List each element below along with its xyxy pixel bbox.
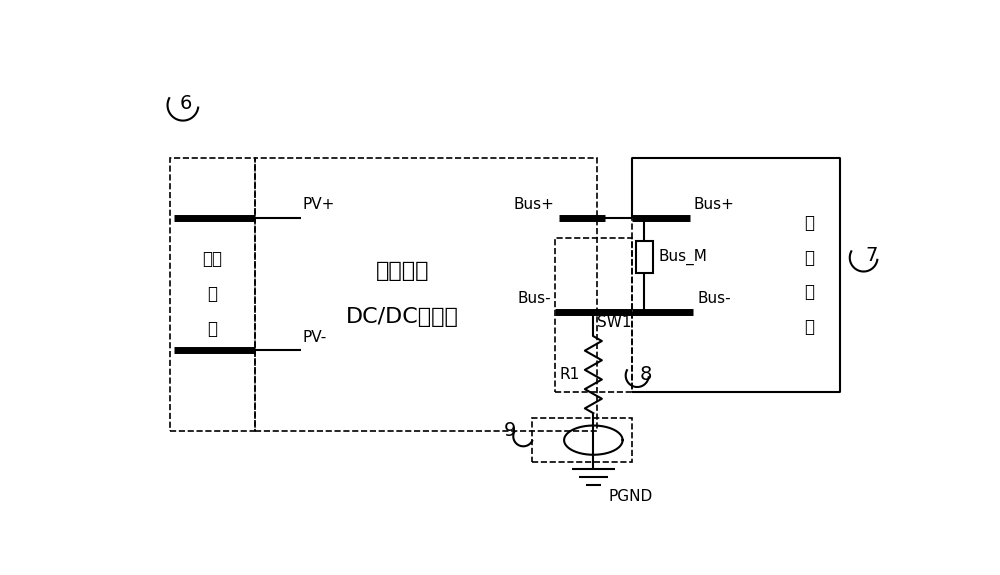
Text: PV+: PV+	[302, 197, 335, 212]
Text: Bus-: Bus-	[697, 291, 731, 306]
Text: PGND: PGND	[609, 489, 653, 504]
Text: 光伏
组
串: 光伏 组 串	[202, 251, 222, 338]
Text: Bus-: Bus-	[517, 291, 551, 306]
Bar	[636, 241, 653, 273]
Text: 共正族的: 共正族的	[376, 261, 430, 281]
Text: DC/DC变换器: DC/DC变换器	[346, 307, 459, 327]
Text: PV-: PV-	[302, 329, 327, 344]
Text: 7: 7	[865, 246, 878, 265]
Text: Bus+: Bus+	[514, 197, 555, 212]
Bar	[255, 158, 597, 431]
Text: R1: R1	[559, 367, 579, 382]
Bar	[170, 158, 255, 431]
Bar	[532, 418, 632, 462]
Text: Bus+: Bus+	[693, 197, 734, 212]
Bar	[555, 239, 632, 392]
Text: SW1: SW1	[597, 316, 632, 331]
Text: 逆
变
单
元: 逆 变 单 元	[804, 214, 814, 336]
Text: 9: 9	[504, 421, 516, 440]
Text: 8: 8	[640, 366, 652, 385]
Bar	[632, 158, 840, 392]
Text: Bus_M: Bus_M	[659, 249, 708, 265]
Text: 6: 6	[180, 94, 192, 113]
